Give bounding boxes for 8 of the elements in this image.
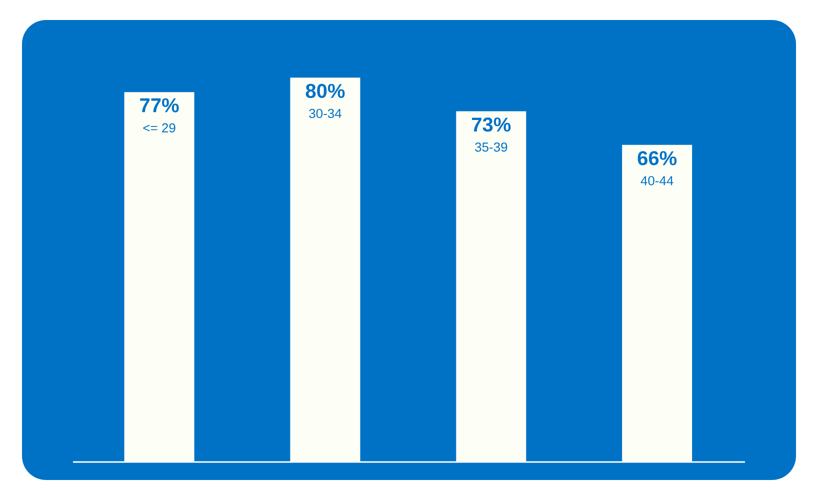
data-label: 66%	[638, 151, 677, 166]
data-label: 73%	[472, 117, 511, 132]
x-tick-label: 30-34	[309, 108, 342, 118]
data-label: 80%	[306, 84, 345, 98]
x-tick-label: 40-44	[640, 176, 674, 186]
data-label: 77%	[140, 98, 179, 112]
x-tick-label: <= 29	[143, 123, 176, 132]
x-tick-label: 35-39	[475, 142, 508, 152]
